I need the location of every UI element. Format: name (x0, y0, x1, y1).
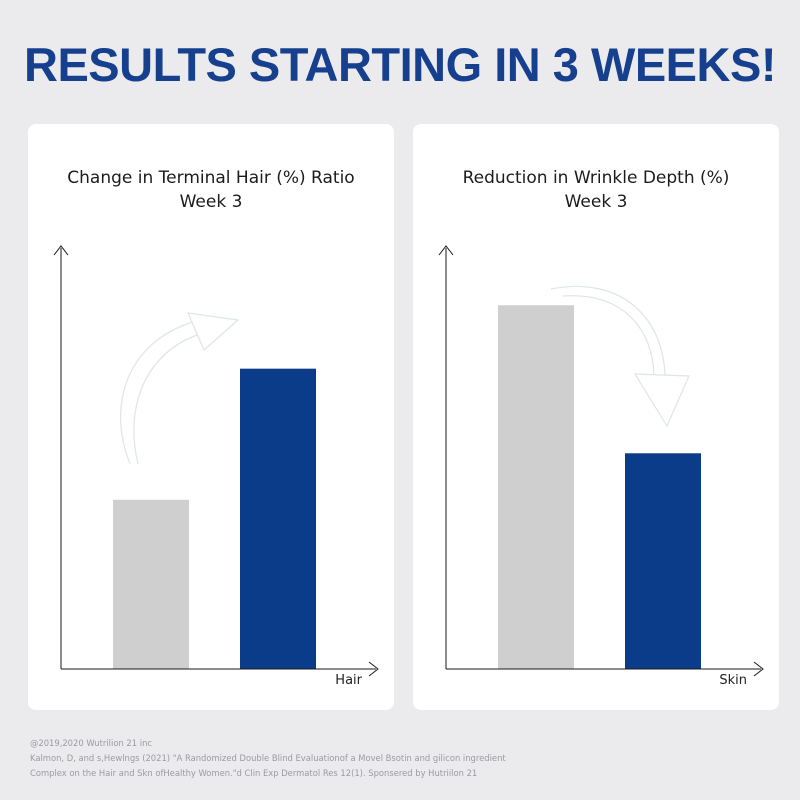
x-axis-label: Skin (719, 673, 747, 688)
week3-bar (625, 453, 701, 669)
skin-chart-card: Reduction in Wrinkle Depth (%) Week 3 Sk… (413, 124, 779, 710)
baseline-bar (113, 499, 189, 669)
hair-chart: Hair (53, 245, 379, 688)
footer-reference-line-2: Complex on the Hair and Skn ofHealthy Wo… (30, 768, 478, 778)
skin-chart-title-block: Reduction in Wrinkle Depth (%) Week 3 (413, 166, 779, 214)
hair-chart-title-block: Change in Terminal Hair (%) Ratio Week 3 (28, 166, 394, 214)
y-axis-arrowhead (438, 245, 454, 256)
x-axis-arrowhead (368, 661, 379, 677)
hair-chart-title: Change in Terminal Hair (%) Ratio (67, 168, 355, 188)
footer-citation: @2019,2020 Wutrilion 21 inc Kalmon, D, a… (30, 736, 770, 781)
baseline-bar (498, 305, 574, 669)
skin-chart-title: Reduction in Wrinkle Depth (%) (462, 168, 730, 188)
y-axis-arrowhead (53, 245, 69, 256)
footer-copyright: @2019,2020 Wutrilion 21 inc (30, 738, 152, 748)
page-headline: RESULTS STARTING IN 3 WEEKS! (24, 38, 776, 91)
skin-chart-subtitle: Week 3 (564, 192, 628, 212)
week3-bar (240, 368, 316, 669)
hair-chart-card: Change in Terminal Hair (%) Ratio Week 3… (28, 124, 394, 710)
x-axis-arrowhead (753, 661, 764, 677)
x-axis-label: Hair (335, 673, 362, 688)
curved-arrow-icon (119, 312, 240, 465)
footer-reference-line-1: Kalmon, D, and s,Hewlngs (2021) "A Rando… (30, 753, 506, 763)
curved-arrow-icon (550, 285, 690, 428)
hair-chart-subtitle: Week 3 (179, 192, 243, 212)
skin-chart: Skin (438, 245, 764, 688)
